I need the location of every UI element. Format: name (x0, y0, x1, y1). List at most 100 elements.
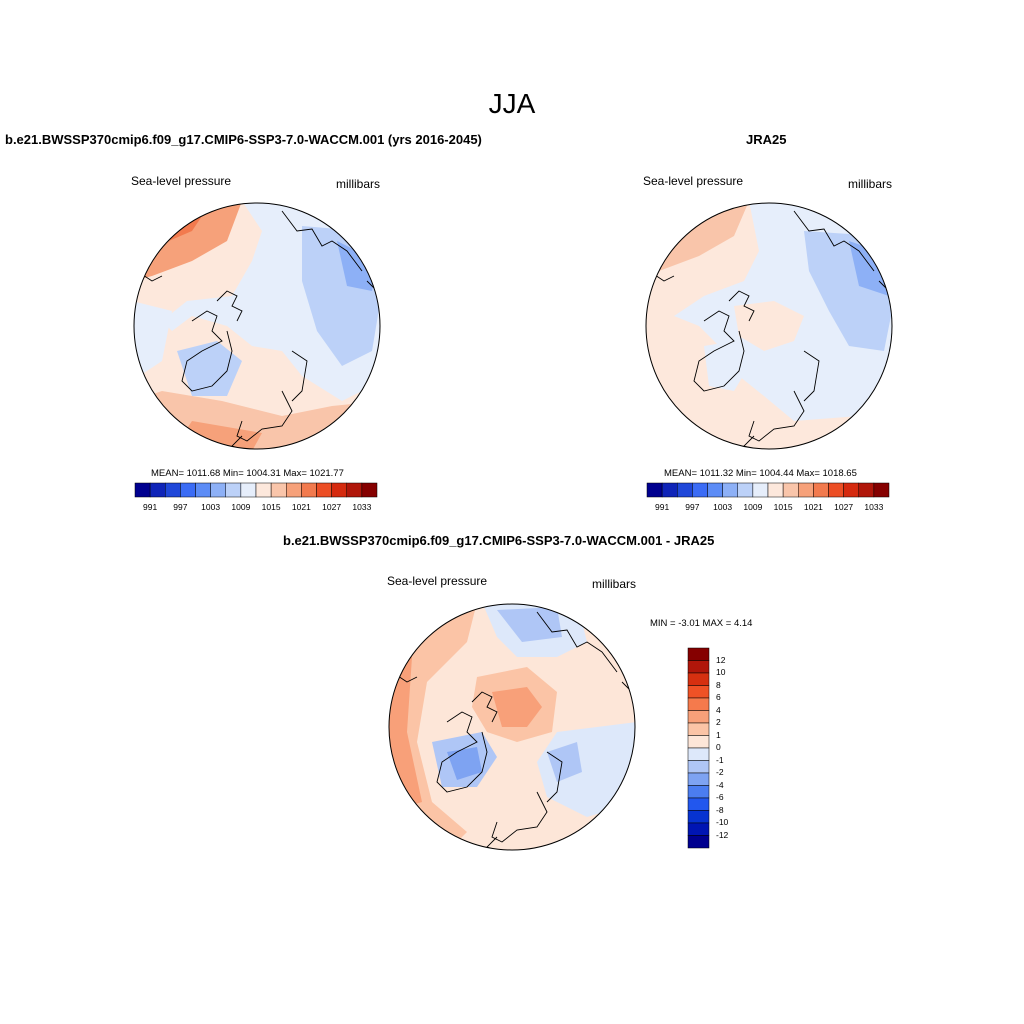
diff-variable-label: Sea-level pressure (387, 574, 488, 588)
diff-colorbar-swatch (687, 772, 710, 786)
obs-polar-map (645, 202, 893, 450)
diff-units-label: millibars (592, 577, 637, 591)
obs-colorbar-swatch (767, 482, 784, 498)
diff-colorbar-tick-label: -1 (716, 754, 724, 765)
diff-polar-map (388, 603, 636, 851)
diff-positive-central-core (492, 687, 542, 727)
model-colorbar (134, 482, 378, 498)
diff-colorbar-tick-label: 1 (716, 729, 721, 740)
diff-colorbar-tick-label: -8 (716, 804, 724, 815)
diff-colorbar-swatch (687, 835, 710, 849)
diff-low-east-core (547, 742, 582, 782)
diff-low-greenland-core (447, 747, 482, 780)
model-colorbar-tick-label: 997 (173, 502, 188, 512)
diff-colorbar-swatch (687, 672, 710, 686)
model-panel-title: b.e21.BWSSP370cmip6.f09_g17.CMIP6-SSP3-7… (5, 132, 482, 147)
diff-colorbar-swatch (687, 760, 710, 774)
obs-colorbar-swatch (858, 482, 875, 498)
model-colorbar-swatch (195, 482, 211, 498)
model-polar-map (133, 202, 381, 450)
model-stats: MEAN= 1011.68 Min= 1004.31 Max= 1021.77 (151, 468, 344, 479)
model-colorbar-swatch (240, 482, 257, 498)
diff-colorbar-swatch (687, 710, 710, 724)
obs-colorbar-swatch (661, 482, 678, 498)
model-colorbar-swatch (286, 482, 302, 498)
diff-colorbar-labels: 12 10 8 6 4 2 1 0 -1 -2 -4 -6 -8 -10 -12 (716, 648, 746, 848)
model-colorbar-swatch (331, 482, 347, 498)
obs-variable-label: Sea-level pressure (643, 174, 744, 188)
diff-colorbar-swatch (687, 797, 710, 811)
diff-colorbar-tick-label: 2 (716, 717, 721, 727)
obs-colorbar-swatch (692, 482, 708, 498)
model-colorbar-swatch (301, 482, 317, 498)
diff-colorbar-swatch (687, 685, 710, 699)
diff-colorbar-swatch (687, 722, 710, 736)
obs-colorbar-swatch (722, 482, 738, 498)
model-colorbar-tick-label: 1003 (201, 502, 221, 512)
diff-colorbar-tick-label: 8 (716, 679, 721, 690)
model-colorbar-swatch (149, 482, 166, 498)
diff-colorbar-swatch (687, 697, 710, 711)
model-colorbar-swatch (165, 482, 181, 498)
diff-colorbar-tick-label: -6 (716, 792, 724, 802)
obs-colorbar-swatch (813, 482, 829, 498)
diff-colorbar-swatch (687, 660, 710, 674)
diff-colorbar-swatch (687, 785, 710, 799)
diff-colorbar-tick-label: 0 (716, 742, 721, 752)
model-colorbar-swatch (134, 482, 151, 498)
model-colorbar-tick-label: 1015 (261, 502, 281, 512)
obs-colorbar-tick-label: 1021 (803, 502, 823, 512)
diff-colorbar-tick-label: -4 (716, 779, 724, 790)
diff-panel-title: b.e21.BWSSP370cmip6.f09_g17.CMIP6-SSP3-7… (283, 533, 715, 548)
model-colorbar-tick-label: 991 (143, 502, 158, 512)
model-colorbar-tick-label: 1021 (291, 502, 311, 512)
obs-panel-title: JRA25 (746, 132, 787, 147)
obs-colorbar-swatch (843, 482, 859, 498)
diff-colorbar-swatch (687, 735, 710, 749)
model-low-east-core (337, 241, 377, 291)
model-colorbar-tick-label: 1033 (352, 502, 372, 512)
diff-low-east (537, 722, 635, 817)
model-colorbar-tick-label: 1009 (231, 502, 251, 512)
diff-colorbar-tick-label: 4 (716, 704, 721, 715)
diff-colorbar-tick-label: 12 (716, 654, 726, 665)
obs-colorbar-tick-label: 991 (655, 502, 670, 512)
diff-colorbar (687, 647, 710, 849)
model-colorbar-swatch (316, 482, 332, 498)
diff-colorbar-swatch (687, 810, 710, 824)
model-colorbar-labels: 991 997 1003 1009 1015 1021 1027 1033 (135, 502, 377, 514)
obs-stats: MEAN= 1011.32 Min= 1004.44 Max= 1018.65 (664, 468, 857, 479)
obs-colorbar-swatch (873, 482, 890, 498)
diff-colorbar-tick-label: 10 (716, 667, 726, 677)
model-low-greenland (177, 341, 242, 396)
model-colorbar-swatch (210, 482, 226, 498)
obs-colorbar-tick-label: 1003 (713, 502, 733, 512)
obs-colorbar-swatch (646, 482, 663, 498)
figure-title: JJA (488, 88, 536, 119)
obs-colorbar-swatch (798, 482, 814, 498)
obs-colorbar-tick-label: 1009 (743, 502, 763, 512)
diff-colorbar-tick-label: -12 (716, 829, 729, 840)
model-colorbar-swatch (361, 482, 378, 498)
diff-stats: MIN = -3.01 MAX = 4.14 (650, 618, 753, 629)
obs-low-greenland (704, 341, 749, 391)
obs-colorbar-tick-label: 997 (685, 502, 700, 512)
model-map-border (133, 202, 381, 450)
obs-colorbar-swatch (782, 482, 799, 498)
model-colorbar-swatch (255, 482, 272, 498)
obs-map-border (645, 202, 893, 450)
model-units-label: millibars (336, 177, 381, 191)
obs-colorbar-swatch (677, 482, 693, 498)
diff-colorbar-swatch (687, 822, 710, 836)
diff-low-north-core (497, 607, 562, 642)
obs-colorbar-swatch (707, 482, 723, 498)
obs-colorbar (646, 482, 890, 498)
model-colorbar-swatch (225, 482, 242, 498)
model-variable-label: Sea-level pressure (131, 174, 232, 188)
obs-colorbar-swatch (737, 482, 754, 498)
diff-colorbar-tick-label: 6 (716, 692, 721, 702)
obs-units-label: millibars (848, 177, 893, 191)
diff-colorbar-swatch (687, 747, 710, 761)
diff-coastlines (391, 611, 633, 850)
obs-colorbar-swatch (752, 482, 769, 498)
